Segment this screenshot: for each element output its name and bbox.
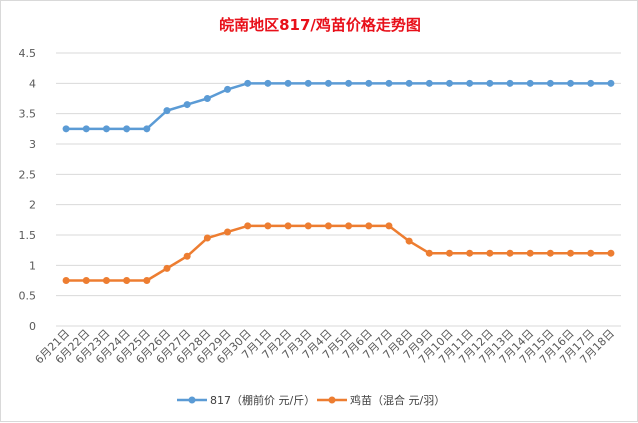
legend: 817（棚前价 元/斤） 鸡苗（混合 元/羽） xyxy=(177,393,445,407)
series-1-point xyxy=(486,249,494,257)
series-line-0 xyxy=(66,82,611,131)
series-1-point xyxy=(284,222,292,230)
series-0-point xyxy=(445,79,453,87)
y-axis-ticks: 0 0.5 1 1.5 2 2.5 3 3.5 4 4.5 xyxy=(19,47,37,333)
series-1-point xyxy=(264,222,272,230)
series-1-point xyxy=(304,222,312,230)
series-1-point xyxy=(587,249,595,257)
series-0-point xyxy=(244,79,252,87)
series-1-point xyxy=(143,277,151,284)
y-tick-label: 3.5 xyxy=(19,108,37,121)
series-1-point xyxy=(405,237,413,245)
series-1-point xyxy=(365,222,373,230)
series-1-point xyxy=(567,249,575,257)
gridlines xyxy=(56,52,621,327)
series-1-point xyxy=(244,222,252,230)
series-0-point xyxy=(284,79,292,87)
y-tick-label: 4.5 xyxy=(19,47,37,60)
series-0-point xyxy=(607,79,615,87)
series-1-point xyxy=(82,277,90,284)
series-0-point xyxy=(143,125,151,133)
series-1-point xyxy=(385,222,393,230)
series-0-point xyxy=(264,79,272,87)
x-axis-ticks: 6月21日6月22日6月23日6月24日6月25日6月26日6月27日6月28日… xyxy=(33,327,617,367)
series-0-point xyxy=(324,79,332,87)
series-0-point xyxy=(425,79,433,87)
series-0-point xyxy=(304,79,312,87)
y-tick-label: 1.5 xyxy=(19,229,37,242)
y-tick-label: 0 xyxy=(29,320,36,333)
series-1-point xyxy=(123,277,131,284)
y-tick-label: 2 xyxy=(29,199,36,212)
series-1-point xyxy=(324,222,332,230)
series-1-point xyxy=(425,249,433,257)
series-1-point xyxy=(607,249,615,257)
series-0-point xyxy=(385,79,393,87)
series-1-point xyxy=(546,249,554,257)
series-0-point xyxy=(345,79,353,87)
series-0-point xyxy=(506,79,514,87)
series-0-point xyxy=(526,79,534,87)
series-1-point xyxy=(526,249,534,257)
y-tick-label: 1 xyxy=(29,259,36,272)
series-lines xyxy=(62,79,615,284)
series-0-point xyxy=(82,125,90,133)
series-line-1 xyxy=(66,224,611,282)
series-0-point xyxy=(163,107,171,115)
series-1-point xyxy=(163,264,171,272)
legend-label: 817（棚前价 元/斤） xyxy=(210,393,315,407)
series-0-point xyxy=(365,79,373,87)
series-0-point xyxy=(102,125,110,133)
series-1-point xyxy=(183,252,191,260)
series-1-point xyxy=(506,249,514,257)
legend-label: 鸡苗（混合 元/羽） xyxy=(350,393,445,407)
series-0-point xyxy=(183,101,191,109)
series-1-point xyxy=(445,249,453,257)
y-tick-label: 4 xyxy=(29,77,36,90)
series-1-point xyxy=(62,277,70,284)
series-0-point xyxy=(62,125,70,133)
series-1-point xyxy=(224,228,232,236)
series-0-point xyxy=(546,79,554,87)
series-0-point xyxy=(123,125,131,133)
series-1-point xyxy=(345,222,353,230)
y-tick-label: 2.5 xyxy=(19,168,37,181)
series-0-point xyxy=(486,79,494,87)
chart-title: 皖南地区817/鸡苗价格走势图 xyxy=(219,16,421,34)
legend-swatch-marker xyxy=(188,396,196,404)
series-1-point xyxy=(203,234,211,242)
series-0-point xyxy=(466,79,474,87)
series-0-point xyxy=(203,95,211,102)
series-1-point xyxy=(102,277,110,284)
series-0-point xyxy=(224,85,232,93)
series-0-point xyxy=(405,79,413,87)
legend-swatch-marker xyxy=(328,396,336,404)
y-tick-label: 3 xyxy=(29,138,36,151)
series-1-point xyxy=(466,249,474,257)
series-0-point xyxy=(587,79,595,87)
y-tick-label: 0.5 xyxy=(19,290,37,303)
series-0-point xyxy=(567,79,575,87)
